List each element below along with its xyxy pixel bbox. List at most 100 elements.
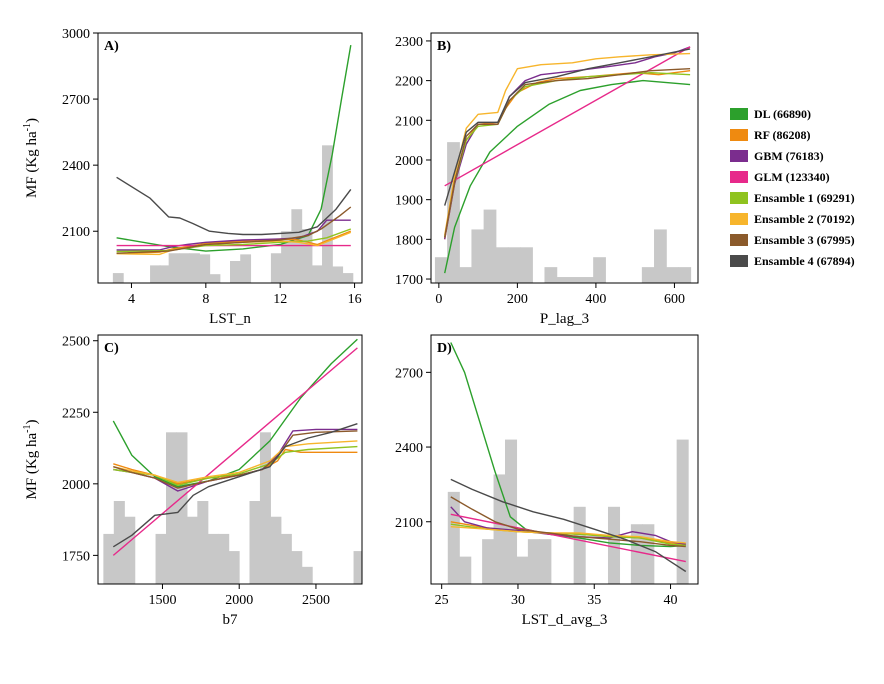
y-tick-label: 2000 [62, 478, 90, 493]
legend: DL (66890) RF (86208) GBM (76183) GLM (1233… [730, 107, 855, 268]
histogram-bar [593, 257, 606, 283]
histogram-bar [150, 265, 161, 283]
x-tick-label: 30 [511, 593, 525, 608]
histogram-bar [168, 253, 180, 283]
y-tick-label: 2100 [395, 114, 423, 129]
histogram-bar [112, 273, 124, 283]
series-line-ensamble-4 [444, 48, 691, 206]
histogram-bar [197, 501, 209, 584]
histogram-bar [178, 253, 190, 283]
legend-item: GBM (76183) [730, 149, 824, 163]
series-lines [444, 46, 691, 274]
histogram-bar [311, 265, 323, 283]
y-axis-label: MF (Kg ha-1) [22, 419, 40, 499]
series-line-ensamble-1 [444, 71, 691, 238]
panel-b: 0 200 400 600 1700 1800 1900 2000 2100 2200 2300 B)… [395, 32, 699, 327]
x-tick-label: 0 [435, 292, 442, 307]
legend-item: Ensamble 3 (67995) [730, 233, 855, 247]
histogram-bar [207, 533, 219, 584]
panel-label: D) [437, 341, 452, 356]
histogram-bar [270, 516, 282, 584]
x-tick-label: 1500 [148, 593, 176, 608]
panel-d: 25 30 35 40 2100 2400 2700 D) LST_d_avg_3 [395, 334, 699, 628]
y-tick-label: 1800 [395, 233, 423, 248]
histogram-bar [249, 501, 261, 584]
x-tick-label: 35 [587, 593, 601, 608]
series-line-dl [116, 44, 352, 252]
y-tick-label: 1900 [395, 194, 423, 209]
histogram-bar [607, 506, 621, 584]
legend-label: RF (86208) [754, 128, 811, 142]
series-line-ensamble-2 [450, 526, 686, 544]
x-tick-label: 12 [273, 292, 287, 307]
legend-swatch [730, 213, 748, 225]
series-line-ensamble-3 [444, 68, 691, 238]
histogram-bar [459, 267, 473, 283]
legend-swatch [730, 150, 748, 162]
panel-label: A) [104, 39, 119, 54]
x-tick-label: 8 [202, 292, 209, 307]
y-tick-label: 2700 [395, 366, 423, 381]
y-tick-label: 2400 [395, 441, 423, 456]
legend-item: GLM (123340) [730, 170, 830, 184]
plot-frame [97, 32, 363, 284]
histogram-bar [199, 254, 211, 283]
histogram [434, 142, 692, 283]
histogram-bar [240, 254, 252, 283]
x-axis-label: b7 [223, 612, 239, 628]
series-line-ensamble-4 [450, 478, 687, 573]
legend-swatch [730, 108, 748, 120]
x-tick-label: 2000 [225, 593, 253, 608]
series-line-glm [444, 46, 691, 187]
y-tick-label: 2500 [62, 335, 90, 350]
histogram-bar [580, 277, 594, 283]
histogram-bar [434, 257, 448, 283]
histogram-bar [155, 533, 167, 584]
x-axis-label: P_lag_3 [540, 311, 589, 327]
series-line-dl [450, 342, 686, 548]
histogram-bar [459, 556, 472, 584]
histogram-bar [342, 273, 354, 283]
histogram-bar [228, 551, 240, 584]
legend-item: Ensamble 2 (70192) [730, 212, 855, 226]
legend-swatch [730, 255, 748, 267]
histogram-bar [209, 274, 221, 283]
histogram-bar [159, 265, 171, 283]
series-line-glm [450, 513, 686, 563]
plot-frame [430, 32, 699, 284]
histogram-bar [539, 539, 552, 584]
y-tick-label: 2100 [395, 516, 423, 531]
histogram [103, 432, 362, 584]
histogram-bar [332, 266, 344, 283]
y-tick-label: 2400 [62, 159, 90, 174]
x-tick-label: 200 [507, 292, 528, 307]
legend-label: DL (66890) [754, 107, 811, 121]
histogram-bar [507, 247, 521, 283]
legend-swatch [730, 234, 748, 246]
plot-frame [97, 334, 363, 585]
panel-label: C) [104, 341, 119, 356]
legend-item: RF (86208) [730, 128, 811, 142]
x-tick-label: 2500 [302, 593, 330, 608]
histogram-bar [189, 253, 200, 283]
histogram-bar [666, 267, 679, 283]
histogram-bar [504, 439, 518, 584]
histogram-bar [483, 209, 497, 283]
histogram [447, 439, 689, 584]
histogram-bar [556, 277, 570, 283]
legend-swatch [730, 192, 748, 204]
legend-label: Ensamble 2 (70192) [754, 212, 855, 226]
histogram-bar [301, 229, 313, 283]
histogram-bar [495, 247, 509, 283]
series-lines [112, 338, 358, 556]
x-tick-label: 600 [664, 292, 685, 307]
histogram-bar [641, 267, 655, 283]
histogram-bar [280, 533, 292, 584]
series-line-gbm [444, 46, 691, 240]
series-lines [116, 44, 352, 256]
y-tick-label: 2300 [395, 35, 423, 50]
y-tick-label: 3000 [62, 27, 90, 42]
histogram-bar [573, 506, 586, 584]
histogram-bar [471, 229, 485, 283]
